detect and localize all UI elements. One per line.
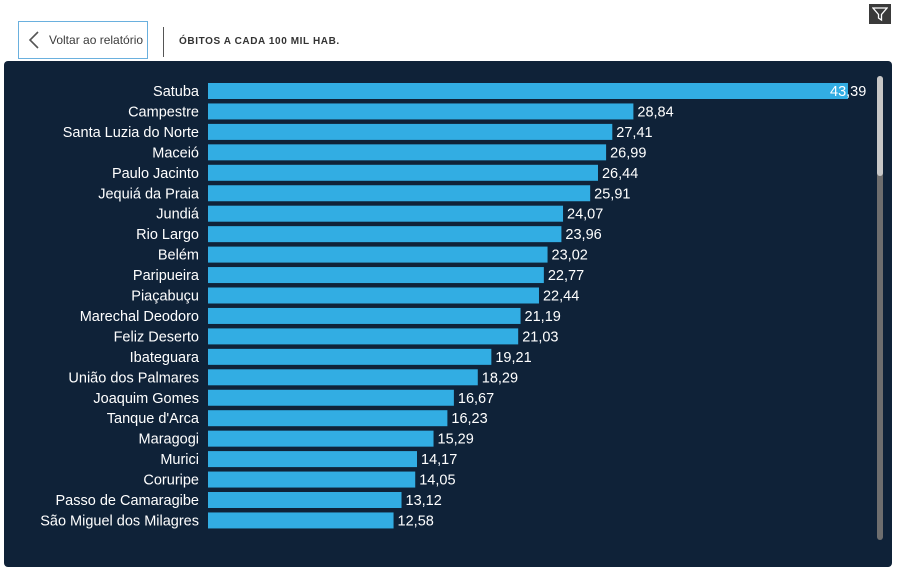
value-label: 23,02 <box>552 248 588 264</box>
category-label: União dos Palmares <box>68 370 199 386</box>
chevron-left-icon <box>23 28 45 52</box>
bar-chart: Satuba 43,39 Campestre 28,84 Santa Luzia do … <box>40 83 866 529</box>
category-label: São Miguel dos Milagres <box>40 513 199 529</box>
category-label: Coruripe <box>143 473 199 489</box>
bar[interactable] <box>208 123 613 140</box>
header-divider <box>163 27 164 57</box>
value-label: 16,23 <box>451 411 487 427</box>
value-label: 25,91 <box>594 186 630 202</box>
bar[interactable] <box>208 267 544 284</box>
visual-title: ÓBITOS A CADA 100 MIL HAB. <box>179 36 340 47</box>
bar[interactable] <box>208 307 521 324</box>
bar[interactable] <box>208 348 492 365</box>
category-label: Piaçabuçu <box>131 289 199 305</box>
bar[interactable] <box>208 389 454 406</box>
category-label: Feliz Deserto <box>114 329 199 345</box>
category-label: Paripueira <box>133 268 200 284</box>
bar[interactable] <box>208 246 548 263</box>
back-button-label: Voltar ao relatório <box>49 33 144 47</box>
bar[interactable] <box>208 451 418 468</box>
scrollbar-thumb[interactable] <box>877 76 883 176</box>
category-label: Campestre <box>128 104 199 120</box>
category-label: Tanque d'Arca <box>107 411 200 427</box>
value-label: 23,96 <box>565 227 601 243</box>
bar[interactable] <box>208 103 634 120</box>
value-label: 43,39 <box>830 84 866 100</box>
filter-icon <box>872 7 888 22</box>
category-label: Passo de Camaragibe <box>56 493 199 509</box>
value-label: 15,29 <box>438 432 474 448</box>
category-label: Maragogi <box>139 432 199 448</box>
category-label: Rio Largo <box>136 227 199 243</box>
category-label: Paulo Jacinto <box>112 166 199 182</box>
bar[interactable] <box>208 83 848 99</box>
bar[interactable] <box>208 512 394 529</box>
value-label: 16,67 <box>458 391 494 407</box>
category-label: Jundiá <box>156 207 200 223</box>
category-label: Jequiá da Praia <box>98 186 200 202</box>
category-label: Santa Luzia do Norte <box>63 125 199 141</box>
value-label: 22,77 <box>548 268 584 284</box>
bar[interactable] <box>208 144 607 161</box>
value-label: 14,17 <box>421 452 457 468</box>
bar[interactable] <box>208 492 402 508</box>
bar[interactable] <box>208 287 539 304</box>
value-label: 21,03 <box>522 329 558 345</box>
bar[interactable] <box>208 185 591 202</box>
bar[interactable] <box>208 410 448 427</box>
value-label: 22,44 <box>543 289 579 305</box>
bar[interactable] <box>208 430 434 447</box>
value-label: 18,29 <box>482 370 518 386</box>
bar[interactable] <box>208 328 519 345</box>
bar[interactable] <box>208 164 598 181</box>
value-label: 12,58 <box>398 513 434 529</box>
bar[interactable] <box>208 226 562 243</box>
value-label: 19,21 <box>495 350 531 366</box>
value-label: 14,05 <box>419 473 455 489</box>
chart-panel: Satuba 43,39 Campestre 28,84 Santa Luzia do … <box>4 61 892 567</box>
category-label: Satuba <box>153 84 200 100</box>
category-label: Ibateguara <box>130 350 200 366</box>
bar[interactable] <box>208 205 564 222</box>
value-label: 21,19 <box>525 309 561 325</box>
value-label: 26,99 <box>610 145 646 161</box>
filter-button[interactable] <box>869 4 891 24</box>
category-label: Belém <box>158 248 199 264</box>
value-label: 24,07 <box>567 207 603 223</box>
value-label: 26,44 <box>602 166 638 182</box>
value-label: 27,41 <box>616 125 652 141</box>
category-label: Maceió <box>152 145 199 161</box>
category-label: Joaquim Gomes <box>93 391 199 407</box>
category-label: Murici <box>160 452 199 468</box>
back-to-report-button[interactable]: Voltar ao relatório <box>18 21 148 59</box>
bar[interactable] <box>208 369 478 386</box>
bar[interactable] <box>208 471 416 488</box>
scrollbar[interactable] <box>877 76 883 540</box>
value-label: 28,84 <box>637 104 673 120</box>
value-label: 13,12 <box>406 493 442 509</box>
category-label: Marechal Deodoro <box>80 309 199 325</box>
